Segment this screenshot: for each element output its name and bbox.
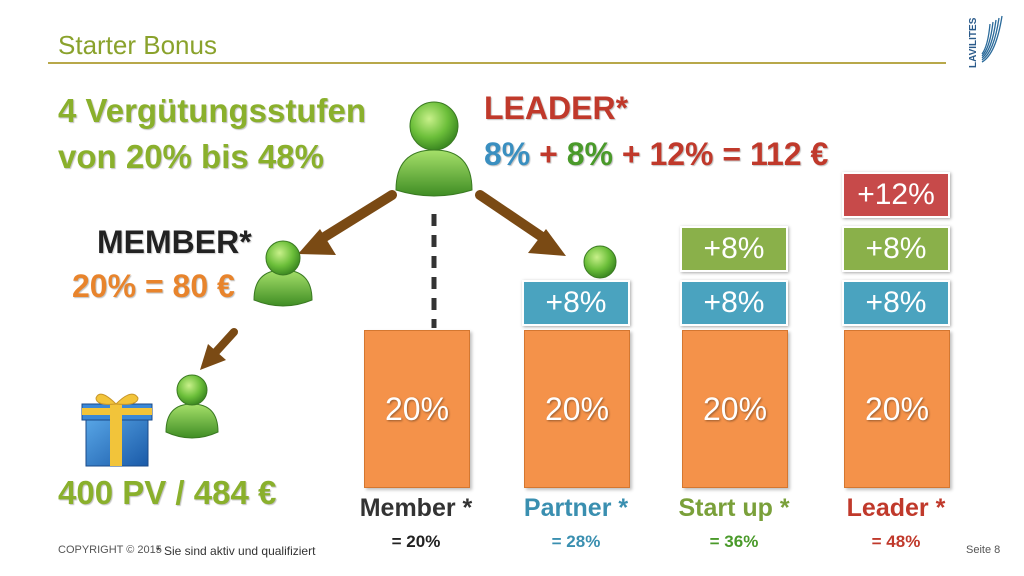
member-person-icon (253, 240, 313, 307)
leader-person-icon (395, 101, 473, 197)
tier-name: Leader * (846, 494, 946, 522)
tier-bonus-chip: +8% (842, 280, 950, 326)
tier-name: Start up * (678, 494, 790, 522)
brand-logo: LAVILITES (962, 10, 1006, 70)
formula-part: + (530, 136, 567, 172)
tier-bonus-chip: +8% (680, 226, 788, 272)
tier-base-label: 20% (384, 391, 450, 427)
tier-total: = 36% (709, 532, 759, 551)
member-label: MEMBER* (97, 224, 252, 260)
tier-base-bar: 20% (524, 330, 630, 488)
tier-bonus-chip: +12% (842, 172, 950, 218)
headline: 4 Vergütungsstufen von 20% bis 48% (58, 88, 366, 180)
formula-part: 8% (484, 136, 531, 172)
copyright-text: COPYRIGHT © 2015 (58, 544, 162, 556)
tier-bonus-chip: +8% (680, 280, 788, 326)
headline-line-2: von 20% bis 48% (58, 138, 324, 175)
formula-part: 8% (566, 136, 613, 172)
tier-base-label: 20% (702, 391, 768, 427)
tier-name: Partner * (523, 494, 629, 522)
arrow-to-member-icon (298, 190, 397, 255)
tier-total: = 20% (391, 532, 441, 551)
tier-bonus-chip: +8% (522, 280, 630, 326)
svg-text:LAVILITES: LAVILITES (968, 17, 979, 68)
member-value: 20% = 80 € (72, 268, 235, 304)
page-number: Seite 8 (966, 544, 1001, 556)
footnote-text: * Sie sind aktiv und qualifiziert (156, 544, 316, 558)
tier-base-label: 20% (544, 391, 610, 427)
leader-formula: 8% + 8% + 12% = 112 € (484, 136, 828, 173)
arrow-to-partner-icon (475, 190, 566, 256)
arrow-to-customer-icon (200, 328, 238, 370)
tier-name: Member * (359, 494, 473, 522)
pv-value: 400 PV / 484 € (58, 474, 277, 511)
tier-bonus-chip: +8% (842, 226, 950, 272)
tier-base-label: 20% (864, 391, 930, 427)
partner-person-icon (583, 245, 617, 279)
headline-line-1: 4 Vergütungsstufen (58, 92, 367, 129)
leader-label: LEADER* (484, 90, 629, 126)
tier-base-bar: 20% (844, 330, 950, 488)
tier-total: = 28% (551, 532, 601, 551)
header-divider (48, 62, 946, 64)
tier-total: = 48% (871, 532, 921, 551)
formula-part: 12% (649, 136, 714, 172)
customer-person-icon (165, 374, 219, 439)
formula-part: + (612, 136, 650, 172)
formula-part: = 112 € (713, 136, 829, 172)
tier-base-bar: 20% (364, 330, 470, 488)
tier-base-bar: 20% (682, 330, 788, 488)
gift-box-icon (81, 393, 153, 467)
slide-title: Starter Bonus (58, 30, 217, 60)
